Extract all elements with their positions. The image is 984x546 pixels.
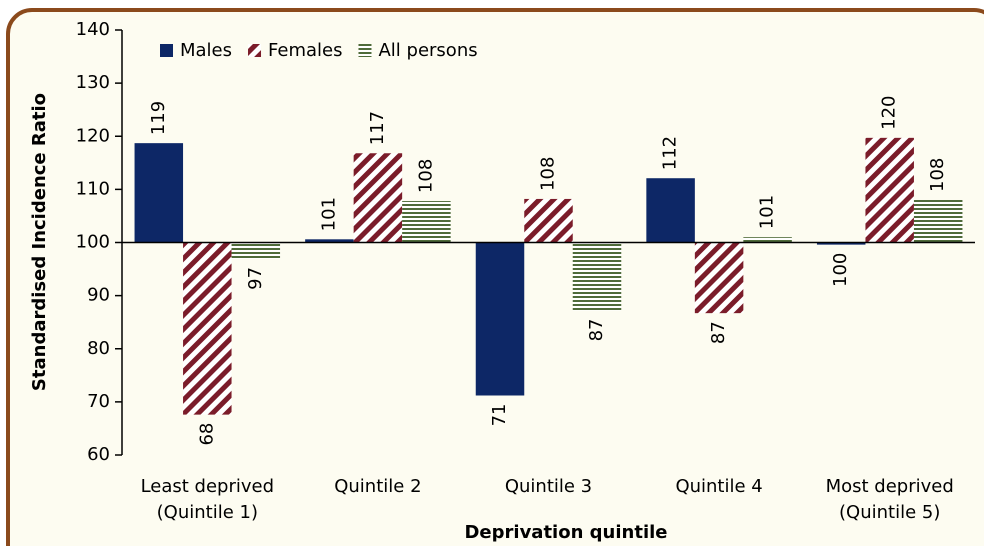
bar <box>134 143 184 243</box>
data-label: 120 <box>879 95 900 129</box>
data-label: 108 <box>927 158 948 192</box>
data-label: 71 <box>489 404 510 427</box>
y-tick-label: 60 <box>87 444 110 465</box>
data-label: 108 <box>415 159 436 193</box>
legend-swatch <box>160 44 173 57</box>
bar <box>183 242 232 415</box>
legend-label: All persons <box>378 40 477 61</box>
x-tick-label: Quintile 3 <box>504 476 593 497</box>
bar <box>743 237 792 243</box>
y-tick-label: 110 <box>76 178 110 199</box>
data-label: 87 <box>586 319 607 342</box>
x-tick-label: Quintile 4 <box>675 476 763 497</box>
x-tick-label: Least deprived (Quintile 1) <box>140 476 275 523</box>
data-label: 119 <box>148 101 169 135</box>
x-axis-title: Deprivation quintile <box>464 522 667 543</box>
y-tick-label: 70 <box>87 391 110 412</box>
bar <box>865 137 914 243</box>
y-tick-label: 80 <box>87 338 110 359</box>
bar <box>646 178 695 243</box>
x-tick-label: Most deprived (Quintile 5) <box>825 476 954 523</box>
y-tick-label: 130 <box>76 72 110 93</box>
data-label: 97 <box>245 267 266 290</box>
data-label: 117 <box>367 111 388 145</box>
y-tick-label: 100 <box>76 232 110 253</box>
legend-label: Males <box>180 40 232 61</box>
bar <box>402 201 451 243</box>
bar <box>305 239 354 243</box>
bar <box>475 242 525 396</box>
bar <box>353 153 403 243</box>
data-label: 101 <box>318 197 339 231</box>
bar <box>816 242 866 245</box>
data-label: 108 <box>538 157 559 191</box>
bar <box>524 198 573 243</box>
data-label: 87 <box>708 321 729 344</box>
bar <box>231 242 281 259</box>
legend-swatch <box>358 44 372 57</box>
data-label: 68 <box>196 423 217 446</box>
bar <box>913 200 963 243</box>
data-label: 112 <box>660 136 681 170</box>
legend-label: Females <box>268 40 342 61</box>
y-axis-title: Standardised Incidence Ratio <box>29 93 50 391</box>
x-tick-label: Quintile 2 <box>334 476 422 497</box>
data-label: 100 <box>830 253 851 287</box>
data-label: 101 <box>757 195 778 229</box>
bar <box>572 242 622 311</box>
legend-swatch <box>248 44 262 57</box>
y-tick-label: 120 <box>76 125 110 146</box>
bar <box>694 242 744 314</box>
y-tick-label: 90 <box>87 285 110 306</box>
y-tick-label: 140 <box>76 19 110 40</box>
